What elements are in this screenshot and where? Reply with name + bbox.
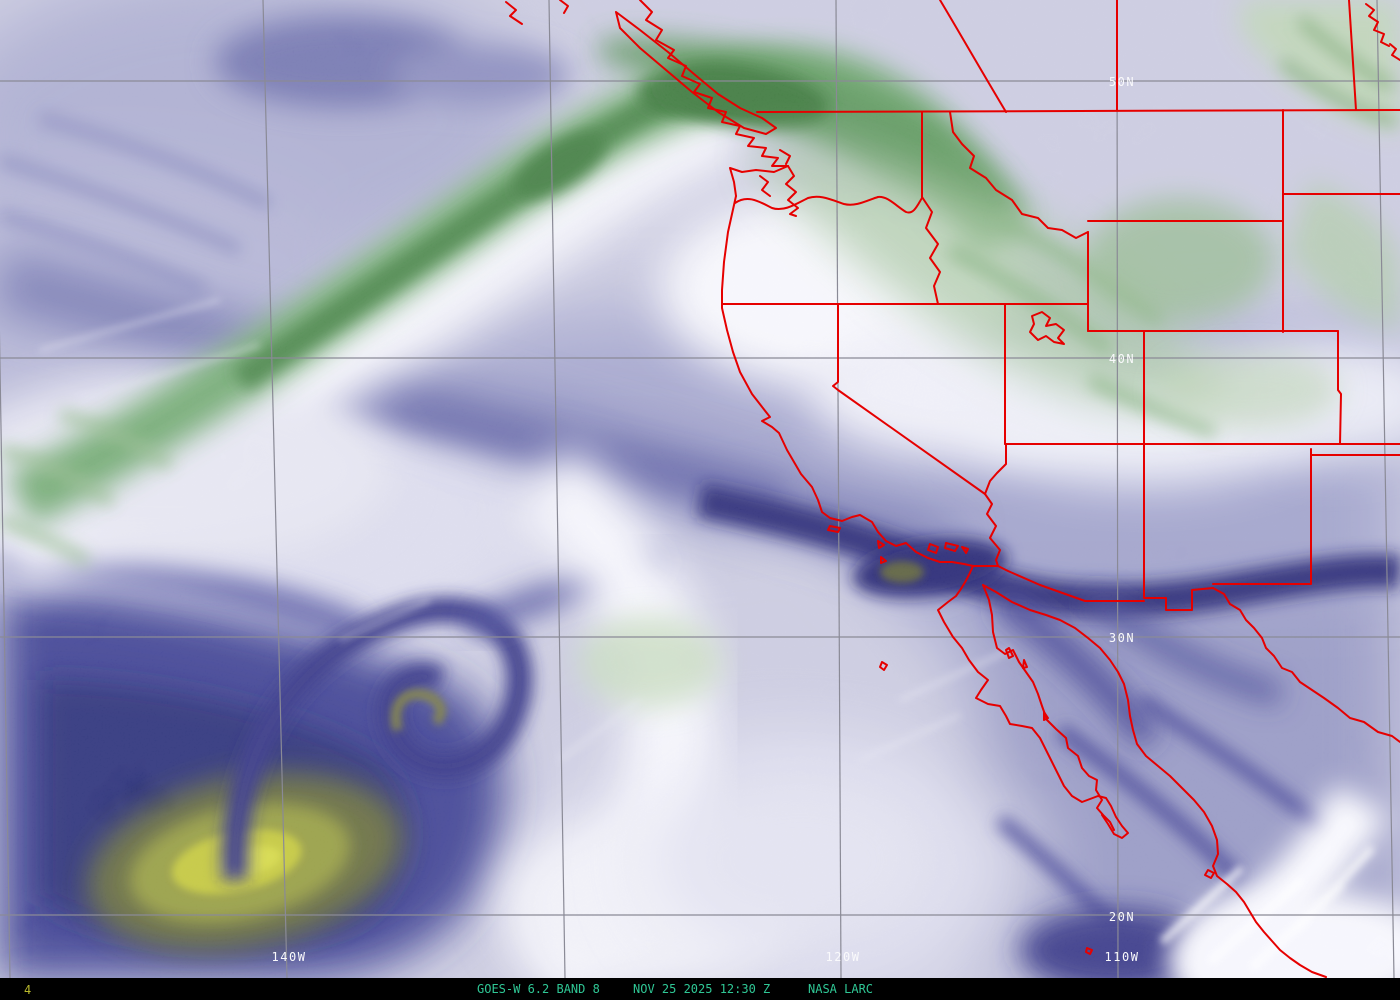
islas-marias [1204, 869, 1215, 879]
status-bar: 4 GOES-W 6.2 BAND 8 NOV 25 2025 12:30 Z … [0, 978, 1400, 1000]
az-nm-border-bootheel [1143, 443, 1214, 611]
status-bar-datetime: NOV 25 2025 12:30 Z [633, 982, 770, 996]
haida-gwaii-islands [505, 0, 569, 25]
gridline-lon-150w [0, 330, 11, 978]
gridline-lon-120w [835, 0, 842, 978]
baja-west-coast [937, 565, 1129, 839]
lat-label-40n: 40N [1109, 352, 1135, 366]
co-east-border [1337, 330, 1342, 445]
rio-grande [1212, 587, 1400, 743]
mexico-mainland-coast [982, 584, 1327, 978]
lon-label-140w: 140W [272, 950, 307, 964]
gridline-lon-140w [262, 0, 288, 978]
colorado-river-border [984, 493, 1001, 567]
lat-label-50n: 50N [1109, 75, 1135, 89]
or-id-border-snake-river [921, 196, 941, 305]
gridline-lon-100w [1376, 0, 1395, 978]
status-bar-satellite-band: GOES-W 6.2 BAND 8 [477, 982, 600, 996]
status-bar-agency: NASA LARC [808, 982, 873, 996]
strait-juan-de-fuca [729, 165, 789, 197]
graticule-grid [0, 0, 1400, 978]
socorro-island [1085, 947, 1093, 955]
guadalupe-island [879, 661, 888, 671]
ca-nv-border [832, 303, 986, 495]
lon-label-110w: 110W [1105, 950, 1140, 964]
pacific-coastline [721, 195, 974, 567]
bc-coastline [639, 0, 789, 167]
map-boundaries [505, 0, 1400, 978]
gridline-lon-130w [548, 0, 566, 978]
id-mt-border [949, 111, 1089, 239]
gulf-islands [1005, 647, 1049, 721]
corner-tag: 4 [24, 983, 31, 997]
us-mexico-border-west [972, 565, 1145, 602]
lon-label-120w: 120W [826, 950, 861, 964]
nv-az-border [984, 443, 1007, 495]
channel-islands [827, 525, 969, 564]
salton-sea [927, 543, 939, 554]
lat-label-30n: 30N [1109, 631, 1135, 645]
bc-alberta-border [939, 0, 1007, 113]
gridline-lon-110w [1116, 0, 1119, 978]
saskatchewan-manitoba-border [1348, 0, 1357, 111]
manitoba-lakes [1365, 3, 1400, 61]
lat-label-20n: 20N [1109, 910, 1135, 924]
nm-tx-border [1212, 448, 1312, 585]
us-canada-border [756, 109, 1400, 113]
baja-east-coast [982, 584, 1115, 831]
status-bar-background [0, 978, 1400, 1000]
vancouver-island [615, 11, 777, 135]
wa-or-border-columbia-river [734, 195, 923, 214]
great-salt-lake [1029, 311, 1065, 345]
graticule-labels: 50N 40N 30N 20N 140W 120W 110W [272, 75, 1140, 964]
puget-sound [759, 149, 799, 217]
